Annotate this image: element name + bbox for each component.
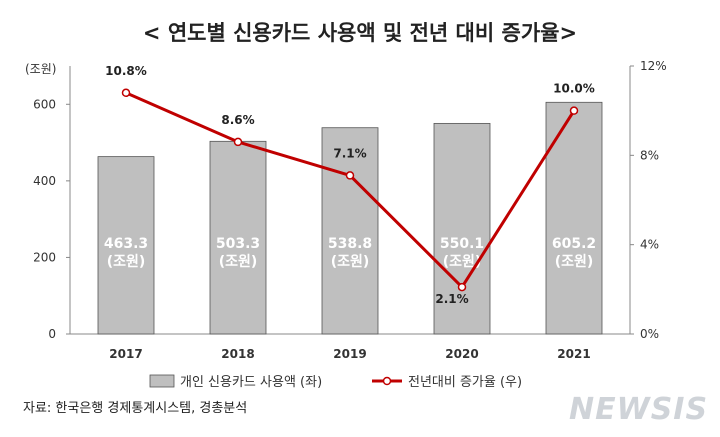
bar-unit-label-2020: (조원) [443,254,482,270]
bar-unit-label-2017: (조원) [107,254,146,270]
right-tick-label-1: 4% [640,238,659,252]
legend-bar-label: 개인 신용카드 사용액 (좌) [180,375,322,390]
bar-value-label-2019: 538.8 [328,236,372,252]
bar-2021 [545,101,603,335]
line-series: 10.8% 8.6% 7.1% 2.1% 10.0% [105,64,595,306]
x-tick-label-2018: 2018 [221,347,254,361]
x-tick-label-2020: 2020 [445,347,478,361]
growth-rate-point-2020 [457,282,467,292]
growth-rate-point-2018 [233,137,243,147]
left-tick-label-600: 600 [33,97,56,111]
growth-rate-point-2019 [345,171,355,180]
bar-unit-label-2019: (조원) [331,254,370,270]
chart-title: < 연도별 신용카드 사용액 및 전년 대비 증가율> [143,21,577,45]
left-tick-label-200: 200 [33,250,56,264]
legend-line-marker [382,376,392,386]
left-axis-unit-label: (조원) [25,62,56,76]
bar-value-label-2017: 463.3 [104,236,148,252]
x-tick-label-2017: 2017 [109,347,142,361]
bar-series: 463.3 (조원) 503.3 (조원) 538.8 (조원) 550.1 (조원) 605.… [97,101,603,335]
bar-unit-label-2021: (조원) [555,254,594,270]
bar-2018 [209,140,267,335]
growth-rate-point-2021 [569,106,579,115]
legend-line-label: 전년대비 증가율 (우) [408,375,522,390]
bar-unit-label-2018: (조원) [219,254,258,270]
right-tick-label-0: 0% [640,327,659,341]
legend: 개인 신용카드 사용액 (좌) 전년대비 증가율 (우) [149,374,522,390]
growth-rate-label-2019: 7.1% [333,146,366,160]
legend-bar-swatch [149,374,175,388]
right-tick-label-2: 8% [640,148,659,162]
watermark-logo: NEWSIS [569,392,708,427]
left-axis: 0 200 400 600 [33,97,70,341]
growth-rate-label-2018: 8.6% [221,113,254,127]
bar-2020 [433,122,491,335]
growth-rate-label-2017: 10.8% [105,64,147,78]
growth-rate-point-2017 [121,88,131,98]
left-tick-label-0: 0 [48,327,56,341]
x-axis: 2017 2018 2019 2020 2021 [109,347,590,361]
right-tick-label-3: 12% [640,59,667,73]
bar-2017 [97,156,155,335]
right-axis: 0% 4% 8% 12% [630,59,667,341]
growth-rate-label-2020: 2.1% [435,292,468,306]
bar-value-label-2021: 605.2 [552,236,596,252]
growth-rate-label-2021: 10.0% [553,82,595,96]
source-note: 자료: 한국은행 경제통계시스템, 경총분석 [23,400,247,416]
left-tick-label-400: 400 [33,174,56,188]
x-tick-label-2021: 2021 [557,347,590,361]
bar-value-label-2018: 503.3 [216,236,260,252]
bar-2019 [321,127,379,335]
bar-value-label-2020: 550.1 [440,236,484,252]
x-tick-label-2019: 2019 [333,347,366,361]
